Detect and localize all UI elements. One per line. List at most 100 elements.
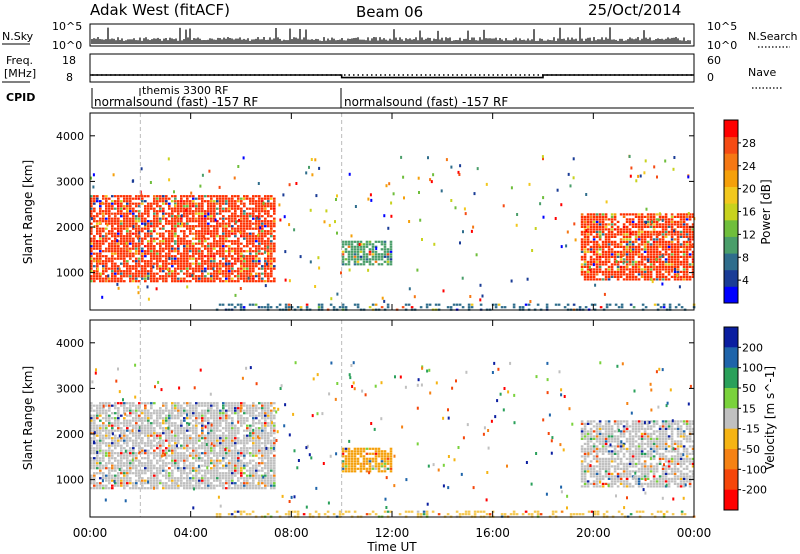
echo-pixel — [189, 472, 192, 475]
echo-pixel — [144, 245, 147, 248]
echo-pixel — [105, 474, 108, 477]
echo-pixel — [676, 215, 680, 218]
noise-pixel — [99, 272, 102, 276]
echo-pixel — [625, 233, 629, 236]
echo-pixel — [189, 205, 192, 208]
echo-pixel — [126, 429, 129, 432]
echo-pixel — [380, 240, 384, 243]
noise-pixel — [459, 164, 462, 168]
echo-pixel — [108, 469, 111, 472]
echo-pixel — [159, 412, 162, 415]
echo-pixel — [625, 273, 629, 276]
noise-pixel — [97, 259, 100, 263]
echo-pixel — [204, 439, 207, 442]
echo-pixel — [168, 252, 171, 255]
echo-pixel — [685, 240, 689, 243]
echo-pixel — [129, 207, 132, 210]
echo-pixel — [592, 230, 596, 233]
echo-pixel — [90, 202, 93, 205]
echo-pixel — [204, 225, 207, 228]
echo-pixel — [123, 275, 126, 278]
echo-pixel — [159, 245, 162, 248]
freq-tick-bottom: 8 — [66, 71, 73, 84]
echo-pixel — [386, 260, 390, 263]
echo-pixel — [222, 252, 225, 255]
echo-pixel — [204, 452, 207, 455]
echo-pixel — [243, 412, 246, 415]
echo-pixel — [198, 225, 201, 228]
echo-pixel — [201, 262, 204, 265]
echo-pixel — [108, 487, 111, 490]
echo-pixel — [592, 250, 596, 253]
echo-pixel — [234, 275, 237, 278]
echo-pixel — [138, 245, 141, 248]
echo-pixel — [180, 454, 183, 457]
echo-pixel — [604, 270, 608, 273]
echo-pixel — [195, 232, 198, 235]
echo-pixel — [150, 267, 153, 270]
echo-pixel — [270, 250, 273, 253]
echo-pixel — [180, 472, 183, 475]
echo-pixel — [592, 220, 596, 223]
echo-pixel — [183, 402, 186, 405]
echo-pixel — [102, 484, 105, 487]
echo-pixel — [210, 267, 213, 270]
echo-pixel — [658, 223, 662, 226]
echo-pixel — [589, 275, 593, 278]
echo-pixel — [129, 454, 132, 457]
echo-pixel — [138, 237, 141, 240]
echo-pixel — [99, 210, 102, 213]
echo-pixel — [222, 257, 225, 260]
echo-pixel — [676, 265, 680, 268]
echo-pixel — [135, 232, 138, 235]
echo-pixel — [108, 404, 111, 407]
echo-pixel — [620, 303, 624, 306]
echo-pixel — [135, 280, 138, 283]
echo-pixel — [156, 215, 159, 218]
echo-pixel — [592, 225, 596, 228]
echo-pixel — [628, 268, 632, 271]
echo-pixel — [231, 479, 234, 482]
echo-pixel — [141, 437, 144, 440]
echo-pixel — [156, 200, 159, 203]
echo-pixel — [407, 303, 411, 306]
echo-pixel — [243, 447, 246, 450]
echo-pixel — [198, 452, 201, 455]
echo-pixel — [156, 462, 159, 465]
echo-pixel — [655, 243, 659, 246]
echo-pixel — [362, 263, 366, 266]
echo-pixel — [120, 477, 123, 480]
velocity-pixels — [90, 320, 696, 518]
echo-pixel — [210, 245, 213, 248]
echo-pixel — [353, 245, 357, 248]
echo-pixel — [613, 213, 617, 216]
noise-pixel — [293, 228, 296, 232]
echo-pixel — [667, 240, 671, 243]
echo-pixel — [222, 207, 225, 210]
echo-pixel — [243, 429, 246, 432]
echo-pixel — [138, 417, 141, 420]
echo-pixel — [177, 484, 180, 487]
echo-pixel — [189, 437, 192, 440]
echo-pixel — [120, 230, 123, 233]
echo-pixel — [162, 402, 165, 405]
echo-pixel — [147, 467, 150, 470]
echo-pixel — [150, 262, 153, 265]
nsearch-tick-top: 10^5 — [707, 20, 737, 33]
echo-pixel — [123, 195, 126, 198]
echo-pixel — [186, 449, 189, 452]
echo-pixel — [688, 218, 692, 221]
noise-pixel — [672, 167, 675, 171]
echo-pixel — [234, 449, 237, 452]
echo-pixel — [592, 223, 596, 226]
echo-pixel — [90, 422, 93, 425]
echo-pixel — [186, 222, 189, 225]
echo-pixel — [652, 253, 656, 256]
noise-pixel — [560, 203, 563, 207]
echo-pixel — [165, 267, 168, 270]
echo-pixel — [159, 407, 162, 410]
echo-pixel — [258, 272, 261, 275]
echo-pixel — [210, 437, 213, 440]
echo-pixel — [213, 412, 216, 415]
echo-pixel — [99, 444, 102, 447]
